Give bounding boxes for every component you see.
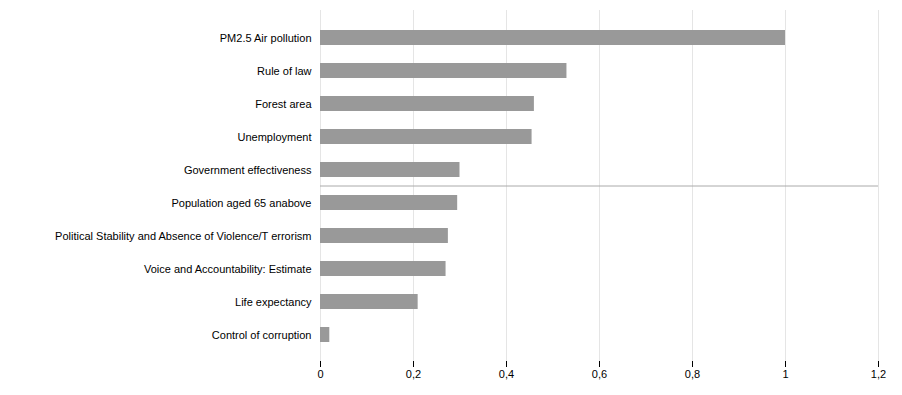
svg-text:1,2: 1,2 (871, 368, 886, 380)
svg-text:Political Stability and Absenc: Political Stability and Absence of Viole… (55, 230, 311, 242)
svg-text:Unemployment: Unemployment (238, 131, 312, 143)
svg-text:0,8: 0,8 (685, 368, 700, 380)
svg-text:Life expectancy: Life expectancy (235, 296, 312, 308)
svg-text:PM2.5 Air pollution: PM2.5 Air pollution (220, 32, 312, 44)
svg-text:Rule of law: Rule of law (257, 65, 311, 77)
svg-text:Control of corruption: Control of corruption (212, 329, 312, 341)
svg-text:Voice and Accountability: Esti: Voice and Accountability: Estimate (144, 263, 312, 275)
svg-text:1: 1 (782, 368, 788, 380)
svg-text:Population aged 65 anabove: Population aged 65 anabove (171, 197, 311, 209)
svg-text:Forest area: Forest area (255, 98, 312, 110)
svg-text:0,6: 0,6 (592, 368, 607, 380)
svg-text:0,4: 0,4 (499, 368, 514, 380)
svg-text:0: 0 (317, 368, 323, 380)
svg-text:0,2: 0,2 (406, 368, 421, 380)
svg-text:Government effectiveness: Government effectiveness (184, 164, 312, 176)
